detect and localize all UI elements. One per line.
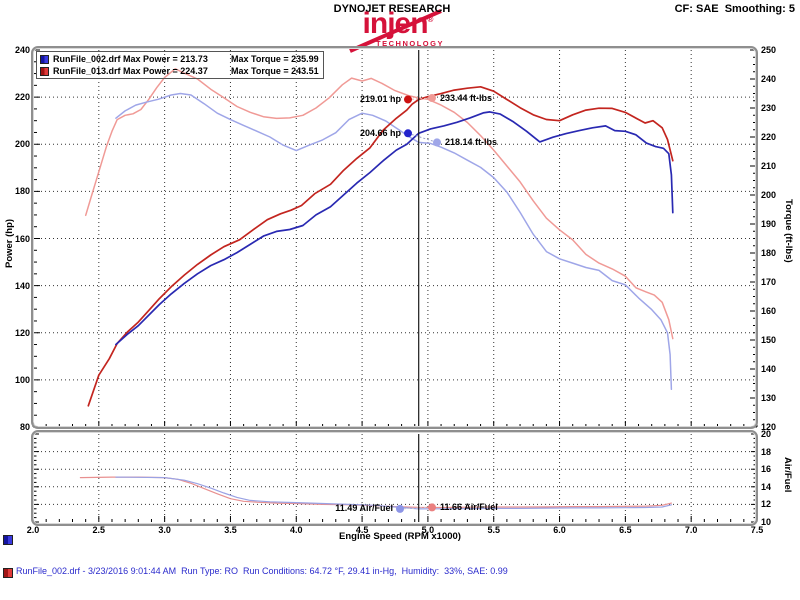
injen-logo: injen® bbox=[363, 9, 434, 39]
power-axis-tick-label: 240 bbox=[14, 45, 30, 55]
power-axis-tick-label: 80 bbox=[19, 422, 30, 432]
airfuel-axis-tick-label: 20 bbox=[761, 429, 772, 439]
legend-box: RunFile_002.drf Max Power = 213.73 Max T… bbox=[36, 51, 324, 79]
legend-torque: Max Torque = 235.99 bbox=[231, 54, 319, 64]
power-axis-tick-label: 160 bbox=[14, 233, 30, 244]
callout-dot-icon bbox=[428, 94, 436, 103]
runfile013-swatch-icon bbox=[3, 568, 13, 578]
injen-logo-text: injen bbox=[362, 7, 429, 40]
power-axis-tick-label: 140 bbox=[14, 280, 30, 291]
runfile002-swatch-icon bbox=[40, 54, 49, 64]
torque-axis-tick-label: 240 bbox=[761, 74, 777, 84]
runfile002-swatch-icon bbox=[3, 535, 13, 545]
rpm-axis-tick-label: 7.5 bbox=[750, 525, 764, 535]
torque-axis-tick-label: 140 bbox=[761, 364, 777, 374]
correction-smoothing-label: CF: SAE Smoothing: 5 bbox=[674, 3, 795, 15]
curve-runfile-013-torque-ft-lbs- bbox=[84, 68, 674, 340]
callout-dot-icon bbox=[428, 503, 436, 512]
power-axis-tick-label: 100 bbox=[14, 374, 30, 385]
rpm-axis-tick-label: 2.5 bbox=[92, 525, 106, 535]
rpm-axis-tick-label: 3.0 bbox=[158, 525, 171, 535]
run-info-runfile013: RunFile_013.drf - 3/23/2016 2:15:46 PM R… bbox=[3, 566, 503, 600]
callout-dot-icon bbox=[404, 95, 412, 104]
injen-swoosh-icon bbox=[349, 9, 442, 53]
torque-axis-tick-label: 160 bbox=[761, 306, 777, 316]
curve-runfile-013-power-hp- bbox=[87, 85, 674, 407]
rpm-axis-tick-label: 4.5 bbox=[355, 525, 369, 535]
airfuel-plot-area[interactable] bbox=[31, 430, 758, 526]
torque-axis-tick-label: 210 bbox=[761, 161, 777, 171]
callout-leader-line bbox=[407, 97, 433, 100]
rpm-axis-tick-label: 2.0 bbox=[26, 525, 40, 535]
curve-runfile-002-air-fuel bbox=[115, 476, 672, 510]
power-torque-plot-area[interactable] bbox=[31, 46, 758, 429]
injen-logo-subtext: TECHNOLOGY bbox=[376, 39, 444, 48]
rpm-axis-tick-label: 6.5 bbox=[619, 525, 632, 535]
cursor-power-blue-callout: 204.66 hp bbox=[359, 127, 401, 138]
rpm-axis-title: Engine Speed (RPM x1000) bbox=[339, 531, 461, 542]
torque-axis-tick-label: 170 bbox=[761, 277, 777, 287]
torque-axis-tick-label: 190 bbox=[761, 219, 777, 229]
callout-dot-icon bbox=[404, 129, 412, 138]
cursor-af-blue-callout: 11.49 Air/Fuel bbox=[335, 503, 393, 514]
run-conditions-line: RunFile_002.drf - 3/23/2016 9:01:44 AM R… bbox=[16, 566, 508, 576]
power-axis-tick-label: 220 bbox=[14, 92, 30, 103]
legend-row-runfile002: RunFile_002.drf Max Power = 213.73 Max T… bbox=[40, 53, 319, 65]
power-axis-title: Power (hp) bbox=[4, 218, 15, 268]
callout-dot-icon bbox=[396, 504, 404, 513]
rpm-axis-tick-label: 3.5 bbox=[224, 525, 237, 535]
callout-dot-icon bbox=[433, 138, 441, 147]
cursor-af-red-callout: 11.66 Air/Fuel bbox=[440, 501, 498, 512]
legend-file-power: RunFile_002.drf Max Power = 213.73 bbox=[53, 54, 208, 64]
torque-axis-tick-label: 200 bbox=[761, 190, 777, 200]
callout-leader-line bbox=[407, 132, 438, 143]
torque-axis-tick-label: 250 bbox=[761, 45, 777, 55]
registered-mark-icon: ® bbox=[427, 15, 434, 24]
legend-file-power: RunFile_013.drf Max Power = 224.37 bbox=[53, 66, 208, 76]
airfuel-axis-tick-label: 12 bbox=[761, 499, 772, 510]
legend-row-runfile013: RunFile_013.drf Max Power = 224.37 Max T… bbox=[40, 65, 319, 77]
run-info-runfile002: RunFile_002.drf - 3/23/2016 9:01:44 AM R… bbox=[3, 533, 508, 600]
torque-axis-tick-label: 120 bbox=[761, 422, 777, 432]
power-axis-tick-label: 120 bbox=[14, 327, 30, 338]
airfuel-axis-title: Air/Fuel bbox=[782, 457, 793, 493]
rpm-axis-tick-label: 5.0 bbox=[421, 525, 435, 535]
cursor-power-red-callout: 219.01 hp bbox=[359, 93, 401, 104]
torque-axis-tick-label: 230 bbox=[761, 103, 777, 113]
rpm-axis-tick-label: 7.0 bbox=[684, 525, 698, 535]
runfile013-swatch-icon bbox=[40, 66, 49, 76]
torque-axis-tick-label: 150 bbox=[761, 335, 777, 345]
rpm-axis-tick-label: 5.5 bbox=[487, 525, 500, 535]
cursor-torque-red-callout: 233.44 ft-lbs bbox=[440, 92, 493, 103]
airfuel-axis-tick-label: 16 bbox=[761, 464, 772, 475]
torque-axis-tick-label: 130 bbox=[761, 393, 777, 403]
cursor-torque-blue-callout: 218.14 ft-lbs bbox=[445, 136, 498, 147]
airfuel-axis-tick-label: 18 bbox=[761, 446, 772, 457]
callout-leader-line bbox=[399, 506, 433, 510]
power-axis-tick-label: 200 bbox=[14, 139, 30, 150]
airfuel-axis-tick-label: 14 bbox=[761, 481, 772, 492]
torque-axis-tick-label: 180 bbox=[761, 248, 777, 258]
app-title: DYNOJET RESEARCH bbox=[333, 3, 451, 15]
airfuel-axis-tick-label: 10 bbox=[761, 517, 772, 527]
rpm-axis-tick-label: 6.0 bbox=[553, 525, 566, 535]
power-axis-tick-label: 180 bbox=[14, 186, 30, 197]
torque-axis-title: Torque (ft-lbs) bbox=[783, 199, 794, 263]
torque-axis-tick-label: 220 bbox=[761, 132, 777, 142]
rpm-axis-tick-label: 4.0 bbox=[290, 525, 303, 535]
legend-torque: Max Torque = 243.51 bbox=[231, 66, 319, 76]
